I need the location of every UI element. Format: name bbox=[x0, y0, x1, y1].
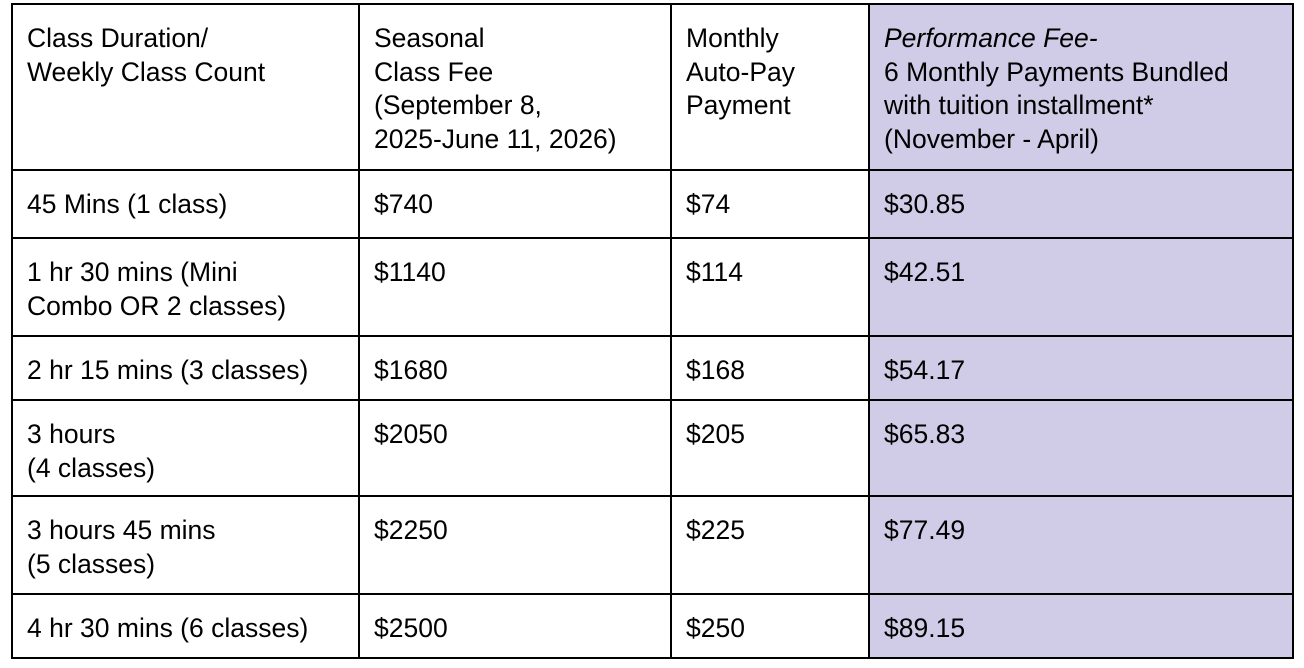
pricing-table: Class Duration/ Weekly Class Count Seaso… bbox=[11, 3, 1294, 659]
table-row: 4 hr 30 mins (6 classes) $2500 $250 $89.… bbox=[11, 593, 1294, 659]
table-row: 3 hours (4 classes) $2050 $205 $65.83 bbox=[11, 399, 1294, 497]
header-monthly-payment: Monthly Auto-Pay Payment bbox=[670, 3, 870, 171]
performance-fee-cell: $89.15 bbox=[868, 593, 1294, 659]
performance-fee-title: Performance Fee- bbox=[884, 23, 1098, 53]
monthly-payment-cell: $114 bbox=[670, 237, 870, 337]
performance-fee-cell: $54.17 bbox=[868, 335, 1294, 401]
duration-cell: 3 hours (4 classes) bbox=[11, 399, 360, 497]
header-performance-fee: Performance Fee- 6 Monthly Payments Bund… bbox=[868, 3, 1294, 171]
table-row: 3 hours 45 mins (5 classes) $2250 $225 $… bbox=[11, 495, 1294, 595]
duration-cell: 1 hr 30 mins (Mini Combo OR 2 classes) bbox=[11, 237, 360, 337]
duration-cell: 4 hr 30 mins (6 classes) bbox=[11, 593, 360, 659]
table-row: 2 hr 15 mins (3 classes) $1680 $168 $54.… bbox=[11, 335, 1294, 401]
performance-fee-cell: $30.85 bbox=[868, 169, 1294, 239]
table-row: 45 Mins (1 class) $740 $74 $30.85 bbox=[11, 169, 1294, 239]
seasonal-fee-cell: $1680 bbox=[358, 335, 672, 401]
header-duration: Class Duration/ Weekly Class Count bbox=[11, 3, 360, 171]
seasonal-fee-cell: $1140 bbox=[358, 237, 672, 337]
duration-cell: 45 Mins (1 class) bbox=[11, 169, 360, 239]
performance-fee-cell: $77.49 bbox=[868, 495, 1294, 595]
monthly-payment-cell: $225 bbox=[670, 495, 870, 595]
seasonal-fee-cell: $2250 bbox=[358, 495, 672, 595]
duration-cell: 3 hours 45 mins (5 classes) bbox=[11, 495, 360, 595]
seasonal-fee-cell: $740 bbox=[358, 169, 672, 239]
header-seasonal-fee: Seasonal Class Fee (September 8, 2025-Ju… bbox=[358, 3, 672, 171]
monthly-payment-cell: $205 bbox=[670, 399, 870, 497]
performance-fee-cell: $65.83 bbox=[868, 399, 1294, 497]
table-header-row: Class Duration/ Weekly Class Count Seaso… bbox=[11, 3, 1294, 171]
duration-cell: 2 hr 15 mins (3 classes) bbox=[11, 335, 360, 401]
seasonal-fee-cell: $2500 bbox=[358, 593, 672, 659]
performance-fee-cell: $42.51 bbox=[868, 237, 1294, 337]
monthly-payment-cell: $168 bbox=[670, 335, 870, 401]
seasonal-fee-cell: $2050 bbox=[358, 399, 672, 497]
monthly-payment-cell: $74 bbox=[670, 169, 870, 239]
monthly-payment-cell: $250 bbox=[670, 593, 870, 659]
table-row: 1 hr 30 mins (Mini Combo OR 2 classes) $… bbox=[11, 237, 1294, 337]
